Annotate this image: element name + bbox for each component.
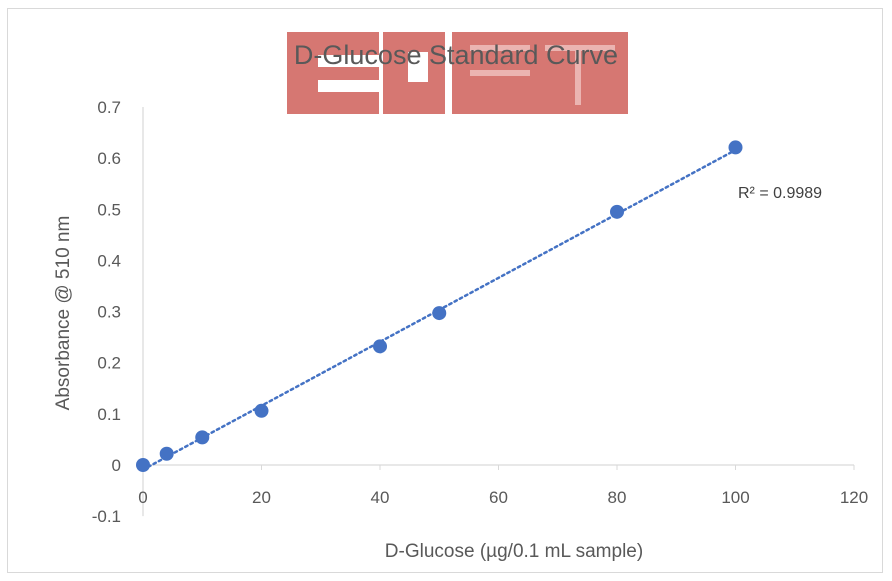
data-point <box>432 306 447 321</box>
y-tick-label: 0.5 <box>97 200 121 219</box>
chart-title: D-Glucose Standard Curve <box>294 40 618 70</box>
tick-labels: -0.1 0 0.1 0.2 0.3 0.4 0.5 0.6 0.7 0 20 40 60 80 100 12… <box>92 98 868 526</box>
data-point <box>195 430 210 445</box>
x-axis-title: D-Glucose (µg/0.1 mL sample) <box>385 541 643 562</box>
data-point <box>610 204 624 219</box>
x-tick-label: 60 <box>489 488 508 507</box>
y-axis-title: Absorbance @ 510 nm <box>53 216 74 411</box>
y-tick-label: 0.4 <box>97 251 121 270</box>
x-tick-label: 100 <box>721 488 749 507</box>
x-tick-label: 20 <box>252 488 271 507</box>
watermark-logo <box>287 32 628 114</box>
data-point <box>136 458 150 472</box>
x-tick-label: 80 <box>608 488 627 507</box>
data-point <box>254 403 269 418</box>
y-tick-label: 0.2 <box>97 354 121 373</box>
data-points <box>136 140 743 472</box>
r-squared-label: R² = 0.9989 <box>738 185 822 202</box>
x-tick-label: 0 <box>138 488 147 507</box>
data-point <box>728 140 743 155</box>
y-tick-label: 0 <box>112 456 121 475</box>
y-tick-label: 0.6 <box>97 149 121 168</box>
data-point <box>373 339 387 354</box>
y-tick-label: 0.1 <box>97 405 121 424</box>
x-tick-label: 40 <box>371 488 390 507</box>
y-tick-label: 0.7 <box>97 98 121 117</box>
x-tick-label: 120 <box>840 488 868 507</box>
y-tick-label: 0.3 <box>97 303 121 322</box>
y-tick-label: -0.1 <box>92 507 121 526</box>
axes <box>142 107 855 517</box>
data-point <box>159 446 174 461</box>
